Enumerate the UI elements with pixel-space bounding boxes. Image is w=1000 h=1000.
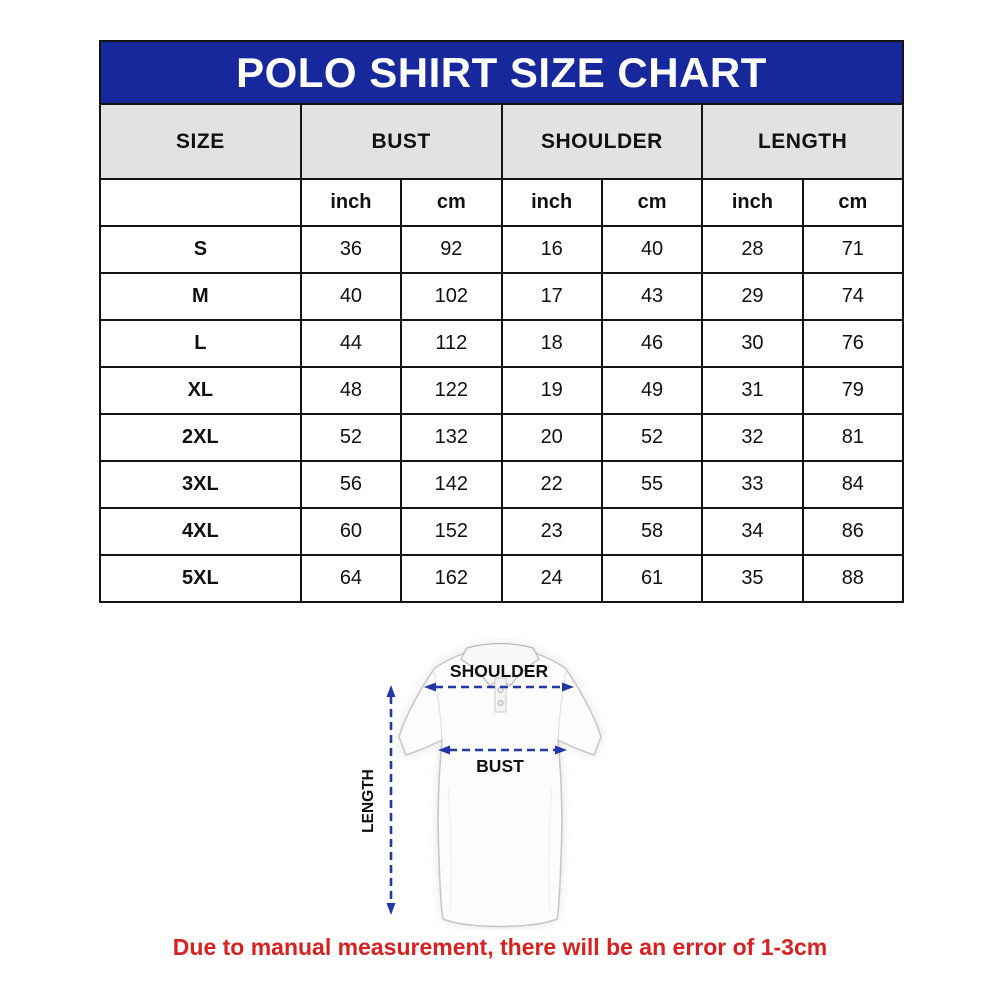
table-row: L 44 112 18 46 30 76 bbox=[99, 319, 905, 368]
size-label: L bbox=[99, 319, 302, 368]
size-chart-table: POLO SHIRT SIZE CHART SIZE BUST SHOULDER… bbox=[99, 40, 905, 603]
bust-label: BUST bbox=[476, 756, 524, 776]
measurement-value: 81 bbox=[801, 413, 905, 462]
size-label: S bbox=[99, 225, 302, 274]
measurement-value: 88 bbox=[801, 554, 905, 603]
size-label: 3XL bbox=[99, 460, 302, 509]
measurement-value: 52 bbox=[600, 413, 704, 462]
measurement-value: 152 bbox=[400, 507, 503, 556]
measurement-value: 31 bbox=[701, 366, 804, 415]
unit-shoulder-inch: inch bbox=[500, 178, 603, 227]
unit-shoulder-cm: cm bbox=[600, 178, 704, 227]
header-size: SIZE bbox=[99, 103, 302, 180]
header-bust: BUST bbox=[299, 103, 503, 180]
size-label: M bbox=[99, 272, 302, 321]
measurement-diagram: SHOULDER BUST LENGTH bbox=[355, 638, 645, 930]
measurement-value: 162 bbox=[400, 554, 503, 603]
measurement-value: 30 bbox=[701, 319, 804, 368]
unit-header-row: inch cm inch cm inch cm bbox=[99, 178, 905, 227]
length-label: LENGTH bbox=[360, 769, 377, 833]
empty-corner-cell bbox=[99, 178, 302, 227]
measurement-value: 23 bbox=[500, 507, 603, 556]
measurement-value: 112 bbox=[400, 319, 503, 368]
measurement-value: 43 bbox=[600, 272, 704, 321]
table-row: 4XL 60 152 23 58 34 86 bbox=[99, 507, 905, 556]
measurement-value: 79 bbox=[801, 366, 905, 415]
size-label: 4XL bbox=[99, 507, 302, 556]
unit-length-cm: cm bbox=[801, 178, 905, 227]
size-label: 2XL bbox=[99, 413, 302, 462]
measurement-value: 40 bbox=[299, 272, 403, 321]
measurement-value: 102 bbox=[400, 272, 503, 321]
group-header-row: SIZE BUST SHOULDER LENGTH bbox=[99, 103, 904, 180]
measurement-value: 49 bbox=[600, 366, 704, 415]
unit-bust-cm: cm bbox=[400, 178, 503, 227]
measurement-value: 142 bbox=[400, 460, 503, 509]
measurement-value: 35 bbox=[701, 554, 804, 603]
measurement-value: 32 bbox=[701, 413, 804, 462]
button bbox=[497, 700, 504, 707]
chart-title: POLO SHIRT SIZE CHART bbox=[99, 40, 904, 105]
measurement-value: 36 bbox=[299, 225, 403, 274]
measurement-value: 86 bbox=[801, 507, 905, 556]
measurement-value: 64 bbox=[299, 554, 403, 603]
measurement-value: 19 bbox=[500, 366, 603, 415]
measurement-value: 28 bbox=[701, 225, 804, 274]
size-table-body: S 36 92 16 40 28 71 M 40 102 17 43 29 74 L 44 112 18 46 30 7… bbox=[99, 225, 905, 603]
measurement-disclaimer: Due to manual measurement, there will be… bbox=[172, 934, 828, 960]
measurement-value: 33 bbox=[701, 460, 804, 509]
measurement-value: 84 bbox=[801, 460, 905, 509]
measurement-value: 46 bbox=[600, 319, 704, 368]
unit-bust-inch: inch bbox=[299, 178, 403, 227]
measurement-value: 52 bbox=[299, 413, 403, 462]
title-banner-row: POLO SHIRT SIZE CHART bbox=[99, 40, 904, 105]
table-row: 5XL 64 162 24 61 35 88 bbox=[99, 554, 905, 603]
measurement-value: 60 bbox=[299, 507, 403, 556]
measurement-value: 20 bbox=[500, 413, 603, 462]
size-label: 5XL bbox=[99, 554, 302, 603]
measurement-value: 58 bbox=[600, 507, 704, 556]
polo-shirt-illustration bbox=[398, 642, 602, 928]
measurement-value: 18 bbox=[500, 319, 603, 368]
measurement-value: 34 bbox=[701, 507, 804, 556]
measurement-value: 29 bbox=[701, 272, 804, 321]
table-row: M 40 102 17 43 29 74 bbox=[99, 272, 905, 321]
measurement-value: 122 bbox=[400, 366, 503, 415]
measurement-value: 71 bbox=[801, 225, 905, 274]
length-arrow bbox=[386, 685, 396, 915]
measurement-value: 16 bbox=[500, 225, 603, 274]
table-row: XL 48 122 19 49 31 79 bbox=[99, 366, 905, 415]
collar bbox=[460, 642, 540, 687]
measurement-value: 56 bbox=[299, 460, 403, 509]
header-shoulder: SHOULDER bbox=[500, 103, 704, 180]
measurement-value: 74 bbox=[801, 272, 905, 321]
measurement-value: 24 bbox=[500, 554, 603, 603]
measurement-value: 76 bbox=[801, 319, 905, 368]
placket bbox=[494, 677, 507, 713]
measurement-value: 132 bbox=[400, 413, 503, 462]
measurement-value: 92 bbox=[400, 225, 503, 274]
unit-length-inch: inch bbox=[701, 178, 804, 227]
measurement-value: 17 bbox=[500, 272, 603, 321]
measurement-value: 61 bbox=[600, 554, 704, 603]
table-row: 2XL 52 132 20 52 32 81 bbox=[99, 413, 905, 462]
size-label: XL bbox=[99, 366, 302, 415]
measurement-value: 48 bbox=[299, 366, 403, 415]
shoulder-arrow bbox=[424, 682, 574, 692]
table-row: S 36 92 16 40 28 71 bbox=[99, 225, 905, 274]
header-length: LENGTH bbox=[701, 103, 904, 180]
measurement-value: 55 bbox=[600, 460, 704, 509]
size-chart: POLO SHIRT SIZE CHART SIZE BUST SHOULDER… bbox=[99, 40, 905, 603]
measurement-value: 22 bbox=[500, 460, 603, 509]
measurement-value: 40 bbox=[600, 225, 704, 274]
measurement-value: 44 bbox=[299, 319, 403, 368]
table-row: 3XL 56 142 22 55 33 84 bbox=[99, 460, 905, 509]
bust-arrow bbox=[438, 745, 567, 755]
shoulder-label: SHOULDER bbox=[450, 661, 549, 681]
